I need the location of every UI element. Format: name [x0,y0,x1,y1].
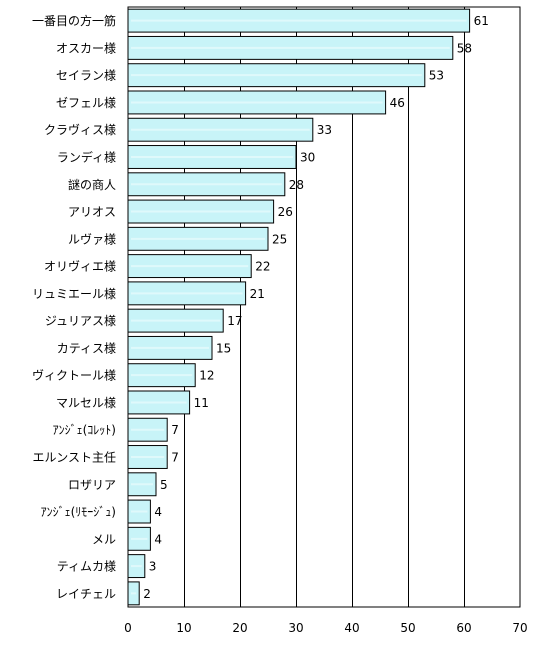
data-label: 15 [216,341,231,355]
category-label: ヴィクトール様 [32,368,116,383]
x-tick-label: 70 [512,621,527,635]
data-label: 22 [255,260,270,274]
category-label: ルヴァ様 [68,231,116,246]
data-label: 5 [160,478,168,492]
x-tick-label: 10 [176,621,191,635]
category-label: ロザリア [68,478,116,492]
data-label: 7 [171,423,179,437]
data-label: 46 [390,96,405,110]
category-label: メル [92,532,116,546]
category-label: ティムカ様 [57,560,116,574]
x-tick-label: 30 [288,621,303,635]
category-label: レイチェル [56,587,116,601]
bars [127,8,471,606]
category-label: カティス様 [57,341,116,355]
data-label: 2 [143,587,151,601]
data-label: 58 [457,41,472,55]
data-label: 53 [429,69,444,83]
category-label: 謎の商人 [68,177,116,192]
category-label: クラヴィス様 [44,122,116,137]
category-label: セイラン様 [56,69,116,83]
data-label: 4 [154,505,162,519]
data-label: 61 [474,14,489,28]
data-label: 26 [278,205,293,219]
data-label: 7 [171,451,179,465]
x-tick-label: 0 [124,621,132,635]
x-tick-label: 50 [400,621,415,635]
category-label: ｱﾝｼﾞｪ(ﾘﾓｰｼﾞｭ) [41,505,116,519]
data-label: 12 [199,369,214,383]
data-label: 3 [149,560,157,574]
x-tick-labels: 0 10 20 30 40 50 60 70 [124,621,527,635]
category-label: ジュリアス様 [45,314,116,328]
category-label: オリヴィエ様 [44,259,116,274]
data-label: 17 [227,314,242,328]
category-label: マルセル様 [56,396,116,410]
category-label: ゼフェル様 [56,96,116,110]
data-label: 21 [250,287,265,301]
category-label: ランディ様 [57,150,116,165]
data-label: 28 [289,178,304,192]
x-tick-label: 20 [232,621,247,635]
category-label: リュミエール様 [32,287,116,301]
data-label: 30 [300,151,315,165]
category-label: アリオス [68,205,116,219]
category-label: 一番目の方一筋 [32,13,116,28]
data-label: 11 [194,396,209,410]
data-label: 25 [272,232,287,246]
category-label: ｱﾝｼﾞｪ(ｺﾚｯﾄ) [53,423,116,437]
x-tick-label: 40 [344,621,359,635]
data-label: 4 [154,532,162,546]
data-label: 33 [317,123,332,137]
category-labels: 一番目の方一筋オスカー様セイラン様ゼフェル様クラヴィス様ランディ様謎の商人アリオ… [32,13,116,601]
x-tick-label: 60 [456,621,471,635]
category-label: オスカー様 [56,41,116,55]
category-label: エルンスト主任 [32,451,116,465]
